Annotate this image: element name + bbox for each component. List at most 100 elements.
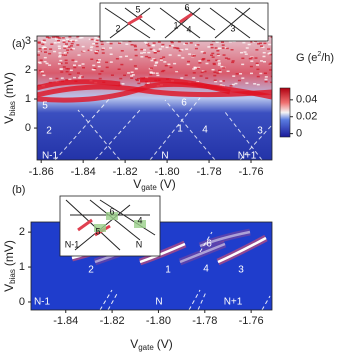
inset-marker: [106, 212, 118, 220]
map-noise: [270, 36, 272, 38]
map-noise: [264, 72, 268, 75]
colorbar-label: G (e2/h): [296, 51, 334, 64]
inset-label: 5: [135, 4, 140, 14]
map-noise: [227, 58, 231, 60]
map-noise: [207, 46, 211, 48]
y-axis-label: Vbias (mV): [2, 72, 17, 124]
map-noise: [218, 71, 222, 73]
map-noise: [156, 50, 160, 53]
x-tick-label: -1.76: [238, 166, 263, 178]
map-noise: [164, 64, 168, 67]
map-noise: [80, 76, 84, 78]
map-noise: [64, 62, 68, 64]
map-noise: [234, 82, 238, 85]
label-symbol: V: [130, 337, 138, 351]
map-noise: [49, 77, 53, 80]
map-noise: [142, 51, 146, 54]
map-noise: [65, 79, 69, 81]
map-noise: [59, 62, 63, 65]
map-noise: [153, 59, 157, 61]
map-noise: [259, 42, 263, 45]
map-noise: [228, 41, 232, 43]
map-noise: [241, 63, 245, 66]
inset-label: 3: [230, 23, 235, 33]
inset-label: 4: [186, 24, 191, 34]
annotation: 6: [206, 239, 212, 250]
map-noise: [259, 60, 263, 62]
panel-label: (b): [12, 184, 25, 196]
map-noise: [198, 62, 202, 64]
map-noise: [222, 80, 226, 82]
map-noise: [73, 66, 77, 69]
inset-resonance: [77, 218, 93, 232]
map-noise: [109, 42, 113, 45]
map-noise: [64, 54, 68, 56]
map-noise: [125, 43, 129, 45]
map-noise: [70, 42, 74, 45]
y-tick-label: 0: [25, 122, 31, 134]
map-noise: [95, 42, 99, 45]
map-noise: [91, 68, 95, 71]
map-noise: [140, 52, 144, 54]
map-noise: [163, 61, 167, 63]
label-unit: (V): [157, 337, 173, 351]
map-noise: [239, 73, 243, 75]
map-noise: [130, 44, 134, 46]
map-noise: [94, 38, 98, 41]
map-noise: [97, 59, 101, 61]
map-noise: [94, 50, 98, 53]
map-noise: [68, 40, 72, 43]
map-noise: [244, 53, 248, 55]
map-noise: [43, 47, 47, 49]
annotation: 3: [238, 265, 244, 276]
map-noise: [66, 49, 70, 51]
map-noise: [202, 52, 206, 54]
map-noise: [65, 45, 69, 48]
x-tick-label: -1.76: [239, 315, 264, 327]
map-noise: [218, 47, 222, 50]
map-noise: [93, 40, 97, 42]
map-noise: [57, 63, 61, 65]
map-noise: [222, 67, 226, 69]
map-noise: [216, 72, 220, 74]
map-noise: [213, 79, 217, 82]
map-noise: [235, 73, 239, 75]
map-noise: [170, 44, 174, 47]
map-noise: [53, 50, 57, 53]
map-noise: [207, 59, 211, 62]
map-noise: [189, 42, 193, 44]
map-noise: [147, 44, 151, 47]
colorbar-tick-label: 0: [296, 128, 302, 140]
map-noise: [253, 83, 257, 85]
colorbar-tick-label: 0.02: [296, 111, 317, 123]
inset-label: 1: [173, 20, 178, 30]
map-noise: [221, 44, 225, 46]
map-noise: [69, 45, 73, 47]
map-noise: [120, 50, 124, 52]
annotation: N-1: [34, 297, 51, 308]
map-noise: [155, 61, 159, 63]
y-axis-label: Vbias (mV): [2, 240, 17, 292]
map-noise: [69, 69, 73, 72]
map-noise: [143, 41, 147, 43]
label-subscript: bias: [8, 101, 17, 116]
x-tick-label: -1.80: [146, 315, 171, 327]
map-noise: [145, 55, 149, 58]
map-noise: [61, 36, 65, 38]
map-noise: [168, 54, 172, 56]
map-noise: [66, 68, 70, 70]
map-noise: [153, 51, 157, 54]
map-noise: [140, 48, 144, 51]
x-axis-label: Vgate (V): [130, 337, 173, 352]
map-noise: [255, 49, 259, 51]
label-unit: (V): [160, 177, 176, 191]
map-noise: [149, 72, 153, 74]
map-noise: [249, 65, 253, 68]
inset-label: 5: [95, 226, 100, 236]
diamond-edge: [239, 124, 272, 160]
map-noise: [151, 44, 155, 47]
map-noise: [131, 74, 135, 76]
map-noise: [192, 54, 196, 57]
map-noise: [134, 49, 138, 51]
map-noise: [216, 53, 220, 56]
